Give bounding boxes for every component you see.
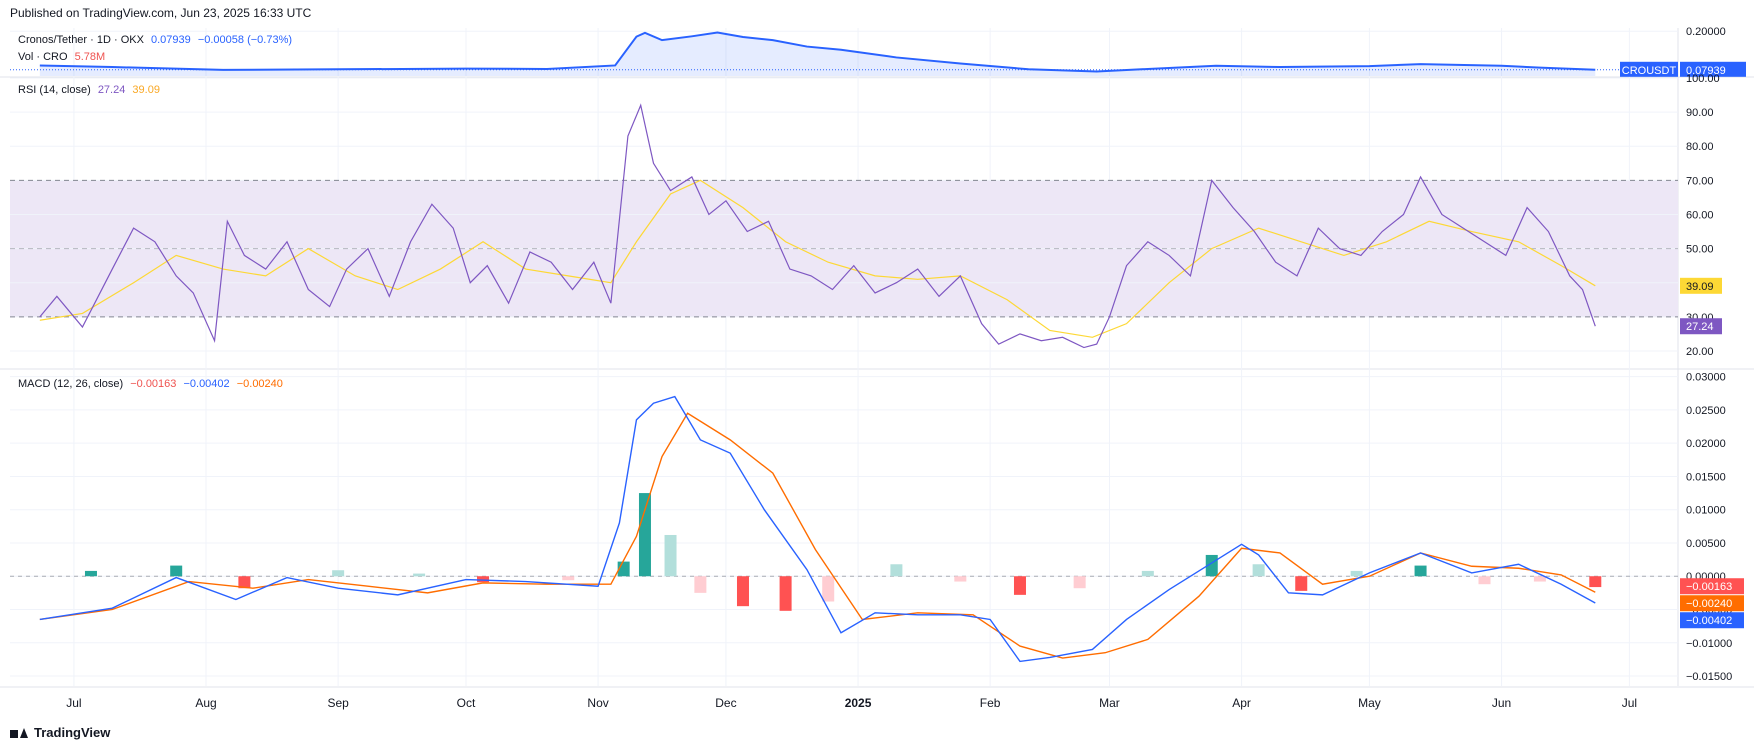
macd-histogram-bar[interactable] (1295, 576, 1308, 591)
x-tick-label: Aug (195, 696, 216, 710)
macd-tick-label: −0.01000 (1686, 638, 1732, 650)
rsi-value: 27.24 (97, 84, 126, 96)
price-change: −0.00058 (−0.73%) (197, 34, 293, 46)
x-tick-label: Sep (327, 696, 349, 710)
macd-histogram-bar[interactable] (1252, 564, 1265, 577)
macd-histogram-bar[interactable] (822, 576, 835, 602)
published-caption: Published on TradingView.com, Jun 23, 20… (10, 6, 312, 20)
macd-macd-badge (1680, 612, 1744, 629)
macd-histogram-bar[interactable] (1478, 576, 1491, 585)
macd-histogram-bar[interactable] (477, 576, 490, 583)
price-legend: Cronos/Tether · 1D · OKX 0.07939 −0.0005… (18, 34, 296, 46)
macd-histogram-bar[interactable] (1141, 570, 1154, 577)
x-tick-label: Jul (1622, 696, 1637, 710)
macd-tick-label: −0.01500 (1686, 671, 1732, 683)
macd-histogram-bar[interactable] (1013, 576, 1026, 595)
macd-histogram-bar[interactable] (1533, 576, 1546, 582)
rsi-tick-label: 70.00 (1686, 175, 1714, 187)
x-tick-label: Mar (1099, 696, 1120, 710)
price-tick-label: 0.20000 (1686, 26, 1726, 38)
x-tick-label: Nov (587, 696, 608, 710)
macd-tick-label: 0.02000 (1686, 438, 1726, 450)
macd-histogram-bar[interactable] (332, 570, 345, 577)
rsi-ma-line[interactable] (39, 179, 1596, 338)
rsi-legend: RSI (14, close) 27.24 39.09 (18, 84, 164, 96)
rsi-ma-value: 39.09 (132, 84, 160, 96)
macd-histogram-bar[interactable] (1350, 570, 1363, 577)
price-area (39, 32, 1596, 76)
macd-histogram-bar[interactable] (638, 493, 651, 577)
rsi-line[interactable] (39, 103, 1596, 349)
macd-histogram-bar[interactable] (1073, 576, 1086, 589)
macd-histogram-bar[interactable] (890, 564, 903, 577)
rsi-tick-label: 20.00 (1686, 346, 1714, 358)
macd-tick-label: 0.02500 (1686, 405, 1726, 417)
rsi-badge (1680, 318, 1722, 335)
macd-histogram-bar[interactable] (779, 576, 792, 611)
rsi-tick-label: 60.00 (1686, 209, 1714, 221)
x-tick-label: Feb (980, 696, 1001, 710)
symbol-badge-text: CROUSDT (1622, 65, 1677, 77)
macd-histogram-bar[interactable] (954, 576, 967, 582)
macd-legend: MACD (12, 26, close) −0.00163 −0.00402 −… (18, 378, 287, 390)
rsi-tick-label: 90.00 (1686, 107, 1714, 119)
symbol-badge (1620, 61, 1678, 77)
x-tick-label: Jun (1492, 696, 1511, 710)
macd-histogram-bar[interactable] (694, 576, 707, 593)
macd-histogram-bar[interactable] (170, 565, 183, 577)
macd-macd-badge-text: −0.00402 (1686, 615, 1732, 627)
macd-tick-label: 0.03000 (1686, 372, 1726, 384)
price-badge (1680, 61, 1746, 77)
last-price: 0.07939 (151, 34, 191, 46)
x-tick-label: 2025 (845, 696, 872, 710)
price-line[interactable] (39, 31, 1596, 73)
x-tick-label: Apr (1232, 696, 1251, 710)
x-tick-label: Oct (457, 696, 476, 710)
macd-label: MACD (12, 26, close) (18, 378, 124, 390)
rsi-tick-label: 50.00 (1686, 244, 1714, 256)
macd-hist-value: −0.00163 (130, 378, 177, 390)
tradingview-logo-icon (10, 727, 28, 738)
macd-hist-badge (1680, 578, 1744, 595)
volume-value: 5.78M (74, 51, 106, 63)
macd-tick-label: 0.01500 (1686, 471, 1726, 483)
macd-signal-badge (1680, 595, 1744, 612)
rsi-badge-text: 27.24 (1686, 321, 1714, 333)
macd-histogram-bar[interactable] (84, 570, 97, 577)
x-tick-label: May (1358, 696, 1381, 710)
macd-signal-line[interactable] (39, 412, 1596, 659)
macd-line-value: −0.00402 (183, 378, 230, 390)
macd-histogram-bar[interactable] (1414, 565, 1427, 577)
macd-histogram-bar[interactable] (736, 576, 749, 607)
macd-signal-badge-text: −0.00240 (1686, 598, 1732, 610)
macd-histogram-bar[interactable] (413, 573, 426, 577)
macd-tick-label: 0.00500 (1686, 538, 1726, 550)
rsi-label: RSI (14, close) (18, 84, 91, 96)
macd-histogram-bar[interactable] (238, 576, 251, 589)
x-tick-label: Jul (66, 696, 81, 710)
symbol-label: Cronos/Tether · 1D · OKX (18, 34, 144, 46)
macd-line[interactable] (39, 395, 1596, 663)
tradingview-brand: TradingView (34, 725, 111, 740)
rsi-ma-badge-text: 39.09 (1686, 281, 1714, 293)
tradingview-logo[interactable]: TradingView (10, 725, 110, 740)
price-badge-text: 0.07939 (1686, 65, 1726, 77)
macd-histogram-bar[interactable] (1589, 576, 1602, 588)
macd-tick-label: 0.01000 (1686, 505, 1726, 517)
macd-histogram-bar[interactable] (562, 576, 575, 581)
macd-hist-badge-text: −0.00163 (1686, 581, 1732, 593)
macd-signal-value: −0.00240 (236, 378, 283, 390)
macd-histogram-bar[interactable] (664, 534, 677, 577)
rsi-ma-badge (1680, 277, 1722, 294)
rsi-tick-label: 80.00 (1686, 141, 1714, 153)
volume-label: Vol · CRO (18, 51, 68, 63)
volume-legend: Vol · CRO 5.78M (18, 51, 109, 63)
x-tick-label: Dec (715, 696, 736, 710)
rsi-tick-label: 100.00 (1686, 73, 1720, 85)
